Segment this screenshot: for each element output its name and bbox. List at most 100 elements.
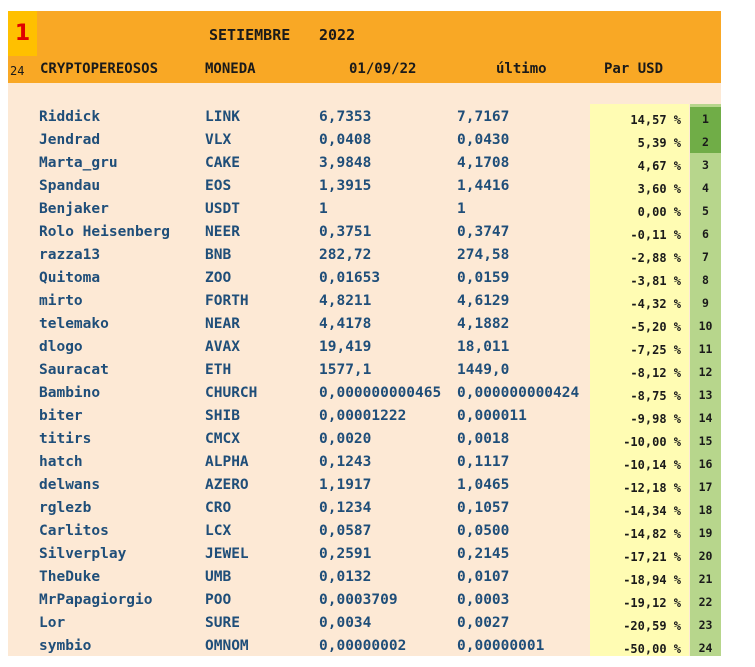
participant-name: Lor [39, 615, 66, 631]
table-row: Spandau EOS 1,3915 1,4416 3,60 % 4 [8, 176, 721, 199]
table-row: Quitoma ZOO 0,01653 0,0159 -3,81 % 8 [8, 268, 721, 291]
coin-symbol: NEAR [205, 316, 240, 332]
rank-number: 16 [698, 456, 713, 471]
price-start: 282,72 [319, 247, 372, 263]
price-start: 0,0587 [319, 523, 372, 539]
price-last: 1 [457, 201, 466, 217]
percent-change: -14,34 % [623, 504, 681, 518]
rank-number: 10 [698, 318, 713, 333]
price-last: 0,0018 [457, 431, 510, 447]
percent-change: 5,39 % [637, 136, 681, 150]
participant-name: biter [39, 408, 83, 424]
table-row: rglezb CRO 0,1234 0,1057 -14,34 % 18 [8, 498, 721, 521]
header-bar: 1 SETIEMBRE 2022 24 CRYPTOPEREOSOS MONED… [8, 11, 721, 83]
percent-change: -20,59 % [623, 619, 681, 633]
percent-change: -0,11 % [630, 228, 681, 242]
coin-symbol: OMNOM [205, 638, 249, 654]
price-start: 0,00001222 [319, 408, 407, 424]
price-start: 0,0132 [319, 569, 372, 585]
price-last: 0,0107 [457, 569, 510, 585]
ranking-sheet: 1 SETIEMBRE 2022 24 CRYPTOPEREOSOS MONED… [8, 11, 721, 656]
rank-number: 12 [698, 364, 713, 379]
price-start: 0,00000002 [319, 638, 407, 654]
price-last: 18,011 [457, 339, 510, 355]
participant-name: TheDuke [39, 569, 101, 585]
rank-number: 19 [698, 525, 713, 540]
price-start: 1,1917 [319, 477, 372, 493]
coin-symbol: UMB [205, 569, 232, 585]
percent-change: -8,12 % [630, 366, 681, 380]
coin-symbol: ETH [205, 362, 232, 378]
price-last: 0,00000001 [457, 638, 545, 654]
table-row: TheDuke UMB 0,0132 0,0107 -18,94 % 21 [8, 567, 721, 590]
rank-number: 18 [698, 502, 713, 517]
price-last: 1,0465 [457, 477, 510, 493]
participant-name: Silverplay [39, 546, 127, 562]
table-row: Lor SURE 0,0034 0,0027 -20,59 % 23 [8, 613, 721, 636]
col-header-coin: MONEDA [205, 61, 256, 77]
month-label: SETIEMBRE [209, 26, 291, 44]
coin-symbol: ALPHA [205, 454, 249, 470]
percent-change: 4,67 % [637, 159, 681, 173]
price-last: 274,58 [457, 247, 510, 263]
percent-change: -14,82 % [623, 527, 681, 541]
percent-change: -8,75 % [630, 389, 681, 403]
table-row: mirto FORTH 4,8211 4,6129 -4,32 % 9 [8, 291, 721, 314]
rank-number: 3 [702, 157, 709, 172]
percent-change: 14,57 % [630, 113, 681, 127]
percent-change: -3,81 % [630, 274, 681, 288]
price-start: 4,8211 [319, 293, 372, 309]
rank-number: 7 [702, 249, 709, 264]
rank-number: 8 [702, 272, 709, 287]
table-row: Jendrad VLX 0,0408 0,0430 5,39 % 2 [8, 130, 721, 153]
price-start: 0,0003709 [319, 592, 398, 608]
percent-change: -10,00 % [623, 435, 681, 449]
coin-symbol: FORTH [205, 293, 249, 309]
rank-number: 14 [698, 410, 713, 425]
coin-symbol: CMCX [205, 431, 240, 447]
rank-number: 24 [698, 640, 713, 655]
price-last: 0,000000000424 [457, 385, 580, 401]
price-last: 4,1708 [457, 155, 510, 171]
table-row: symbio OMNOM 0,00000002 0,00000001 -50,00 % 2… [8, 636, 721, 659]
price-start: 6,7353 [319, 109, 372, 125]
table-row: hatch ALPHA 0,1243 0,1117 -10,14 % 16 [8, 452, 721, 475]
table-row: titirs CMCX 0,0020 0,0018 -10,00 % 15 [8, 429, 721, 452]
ranking-table: Riddick LINK 6,7353 7,7167 14,57 % 1 Jendrad VL… [8, 107, 721, 659]
price-last: 0,1057 [457, 500, 510, 516]
percent-change: 0,00 % [637, 205, 681, 219]
price-start: 1577,1 [319, 362, 372, 378]
participant-name: Marta_gru [39, 155, 118, 171]
price-start: 0,0020 [319, 431, 372, 447]
coin-symbol: ZOO [205, 270, 232, 286]
price-last: 7,7167 [457, 109, 510, 125]
price-start: 0,2591 [319, 546, 372, 562]
coin-symbol: CHURCH [205, 385, 258, 401]
table-row: Benjaker USDT 1 1 0,00 % 5 [8, 199, 721, 222]
coin-symbol: VLX [205, 132, 232, 148]
year-label: 2022 [319, 26, 356, 44]
rank-number: 2 [690, 130, 721, 153]
col-header-name: CRYPTOPEREOSOS [40, 61, 159, 77]
table-row: MrPapagiorgio POO 0,0003709 0,0003 -19,12 % 2… [8, 590, 721, 613]
price-start: 1,3915 [319, 178, 372, 194]
rank-number: 13 [698, 387, 713, 402]
rank-number: 15 [698, 433, 713, 448]
coin-symbol: USDT [205, 201, 240, 217]
price-start: 0,3751 [319, 224, 372, 240]
table-row: telemako NEAR 4,4178 4,1882 -5,20 % 10 [8, 314, 721, 337]
table-row: razza13 BNB 282,72 274,58 -2,88 % 7 [8, 245, 721, 268]
percent-change: -2,88 % [630, 251, 681, 265]
price-last: 0,000011 [457, 408, 527, 424]
price-start: 0,0034 [319, 615, 372, 631]
coin-symbol: JEWEL [205, 546, 249, 562]
percent-column-band [590, 104, 689, 656]
coin-symbol: CRO [205, 500, 232, 516]
rank-column-band [690, 104, 721, 656]
price-last: 0,0500 [457, 523, 510, 539]
price-last: 0,0159 [457, 270, 510, 286]
coin-symbol: AZERO [205, 477, 249, 493]
table-row: Riddick LINK 6,7353 7,7167 14,57 % 1 [8, 107, 721, 130]
price-start: 0,1234 [319, 500, 372, 516]
coin-symbol: EOS [205, 178, 232, 194]
